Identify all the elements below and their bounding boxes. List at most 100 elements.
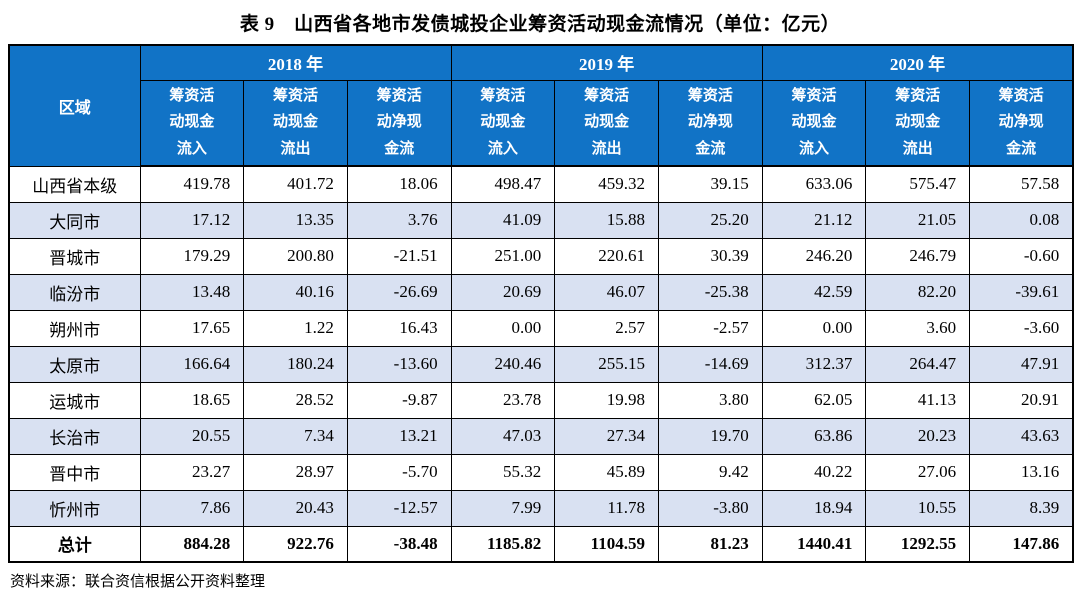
value-cell: 3.80 — [657, 381, 763, 419]
value-cell: -26.69 — [346, 273, 452, 311]
value-cell: -25.38 — [657, 273, 763, 311]
value-cell: 1104.59 — [554, 525, 659, 563]
region-cell: 大同市 — [8, 201, 141, 239]
value-cell: 82.20 — [865, 273, 971, 311]
region-cell: 总计 — [8, 525, 141, 563]
value-cell: -0.60 — [969, 237, 1074, 275]
region-cell: 运城市 — [8, 381, 141, 419]
value-cell: 575.47 — [865, 165, 971, 203]
value-cell: 17.65 — [139, 309, 245, 347]
value-cell: 81.23 — [657, 525, 763, 563]
value-cell: 23.27 — [139, 453, 245, 491]
table-row: 晋中市 23.27 28.97 -5.70 55.32 45.89 9.42 40.22 27.… — [8, 453, 1074, 491]
value-cell: 922.76 — [243, 525, 348, 563]
value-cell: 20.69 — [450, 273, 556, 311]
value-cell: 63.86 — [761, 417, 867, 455]
region-cell: 太原市 — [8, 345, 141, 383]
value-cell: 0.00 — [450, 309, 556, 347]
value-cell: -2.57 — [657, 309, 763, 347]
value-cell: -13.60 — [346, 345, 452, 383]
table-row: 山西省本级 419.78 401.72 18.06 498.47 459.32 39.15 6… — [8, 165, 1074, 203]
value-cell: 55.32 — [450, 453, 556, 491]
value-cell: 220.61 — [554, 237, 659, 275]
value-cell: 8.39 — [969, 489, 1074, 527]
value-cell: 246.79 — [865, 237, 971, 275]
value-cell: 240.46 — [450, 345, 556, 383]
year-header-2019: 2019 年 — [450, 44, 763, 81]
region-cell: 晋城市 — [8, 237, 141, 275]
value-cell: 15.88 — [554, 201, 659, 239]
total-row: 总计 884.28 922.76 -38.48 1185.82 1104.59 81.23 1… — [8, 525, 1074, 563]
region-cell: 忻州市 — [8, 489, 141, 527]
subheader-2020-inflow: 筹资活 动现金 流入 — [761, 79, 867, 167]
value-cell: 13.48 — [139, 273, 245, 311]
subheader-2019-net: 筹资活 动净现 金流 — [657, 79, 763, 167]
value-cell: 42.59 — [761, 273, 867, 311]
value-cell: 401.72 — [243, 165, 348, 203]
subheader-row: 筹资活 动现金 流入 筹资活 动现金 流出 筹资活 动净现 金流 筹资活 动现金… — [9, 79, 1074, 167]
value-cell: 312.37 — [761, 345, 867, 383]
table-row: 太原市 166.64 180.24 -13.60 240.46 255.15 -14.69 3… — [8, 345, 1074, 383]
value-cell: 633.06 — [761, 165, 867, 203]
subheader-2019-inflow: 筹资活 动现金 流入 — [450, 79, 556, 167]
value-cell: 27.06 — [865, 453, 971, 491]
value-cell: 884.28 — [139, 525, 245, 563]
table-row: 临汾市 13.48 40.16 -26.69 20.69 46.07 -25.38 42.59… — [8, 273, 1074, 311]
table-row: 长治市 20.55 7.34 13.21 47.03 27.34 19.70 63.86 20.… — [8, 417, 1074, 455]
source-note: 资料来源：联合资信根据公开资料整理 — [10, 574, 266, 590]
value-cell: 1185.82 — [450, 525, 556, 563]
value-cell: -39.61 — [969, 273, 1074, 311]
region-column-header: 区域 — [8, 44, 141, 167]
value-cell: 62.05 — [761, 381, 867, 419]
table-body: 山西省本级 419.78 401.72 18.06 498.47 459.32 39.15 6… — [8, 165, 1074, 563]
value-cell: 27.34 — [554, 417, 659, 455]
subheader-2020-net: 筹资活 动净现 金流 — [969, 79, 1074, 167]
value-cell: 16.43 — [346, 309, 452, 347]
value-cell: -38.48 — [346, 525, 452, 563]
value-cell: 200.80 — [243, 237, 348, 275]
year-header-row: 区域 2018 年 2019 年 2020 年 — [8, 44, 1074, 167]
value-cell: -14.69 — [657, 345, 763, 383]
value-cell: 45.89 — [554, 453, 659, 491]
value-cell: 20.43 — [243, 489, 348, 527]
value-cell: 7.99 — [450, 489, 556, 527]
value-cell: 28.52 — [243, 381, 348, 419]
value-cell: 18.65 — [139, 381, 245, 419]
value-cell: 1292.55 — [865, 525, 971, 563]
cash-flow-table: 区域 2018 年 2019 年 2020 年 筹资活 动现金 流入 筹资活 动… — [8, 44, 1075, 563]
subheader-2018-inflow: 筹资活 动现金 流入 — [139, 79, 245, 167]
value-cell: 255.15 — [554, 345, 659, 383]
value-cell: -5.70 — [346, 453, 452, 491]
value-cell: 179.29 — [139, 237, 245, 275]
region-cell: 晋中市 — [8, 453, 141, 491]
value-cell: 47.91 — [969, 345, 1074, 383]
value-cell: 246.20 — [761, 237, 867, 275]
value-cell: 9.42 — [657, 453, 763, 491]
region-cell: 山西省本级 — [8, 165, 141, 203]
subheader-2019-outflow: 筹资活 动现金 流出 — [554, 79, 659, 167]
value-cell: 19.70 — [657, 417, 763, 455]
subheader-2020-outflow: 筹资活 动现金 流出 — [865, 79, 971, 167]
value-cell: 46.07 — [554, 273, 659, 311]
value-cell: 10.55 — [865, 489, 971, 527]
value-cell: 251.00 — [450, 237, 556, 275]
value-cell: 23.78 — [450, 381, 556, 419]
year-header-2018: 2018 年 — [139, 44, 452, 81]
value-cell: 7.34 — [243, 417, 348, 455]
value-cell: 498.47 — [450, 165, 556, 203]
value-cell: 19.98 — [554, 381, 659, 419]
region-cell: 朔州市 — [8, 309, 141, 347]
value-cell: -9.87 — [346, 381, 452, 419]
table-row: 运城市 18.65 28.52 -9.87 23.78 19.98 3.80 62.05 41.… — [8, 381, 1074, 419]
value-cell: 1440.41 — [761, 525, 867, 563]
value-cell: 28.97 — [243, 453, 348, 491]
value-cell: 7.86 — [139, 489, 245, 527]
value-cell: 3.76 — [346, 201, 452, 239]
value-cell: 43.63 — [969, 417, 1074, 455]
value-cell: -21.51 — [346, 237, 452, 275]
value-cell: 40.22 — [761, 453, 867, 491]
value-cell: 57.58 — [969, 165, 1074, 203]
value-cell: 17.12 — [139, 201, 245, 239]
value-cell: 40.16 — [243, 273, 348, 311]
value-cell: 20.55 — [139, 417, 245, 455]
